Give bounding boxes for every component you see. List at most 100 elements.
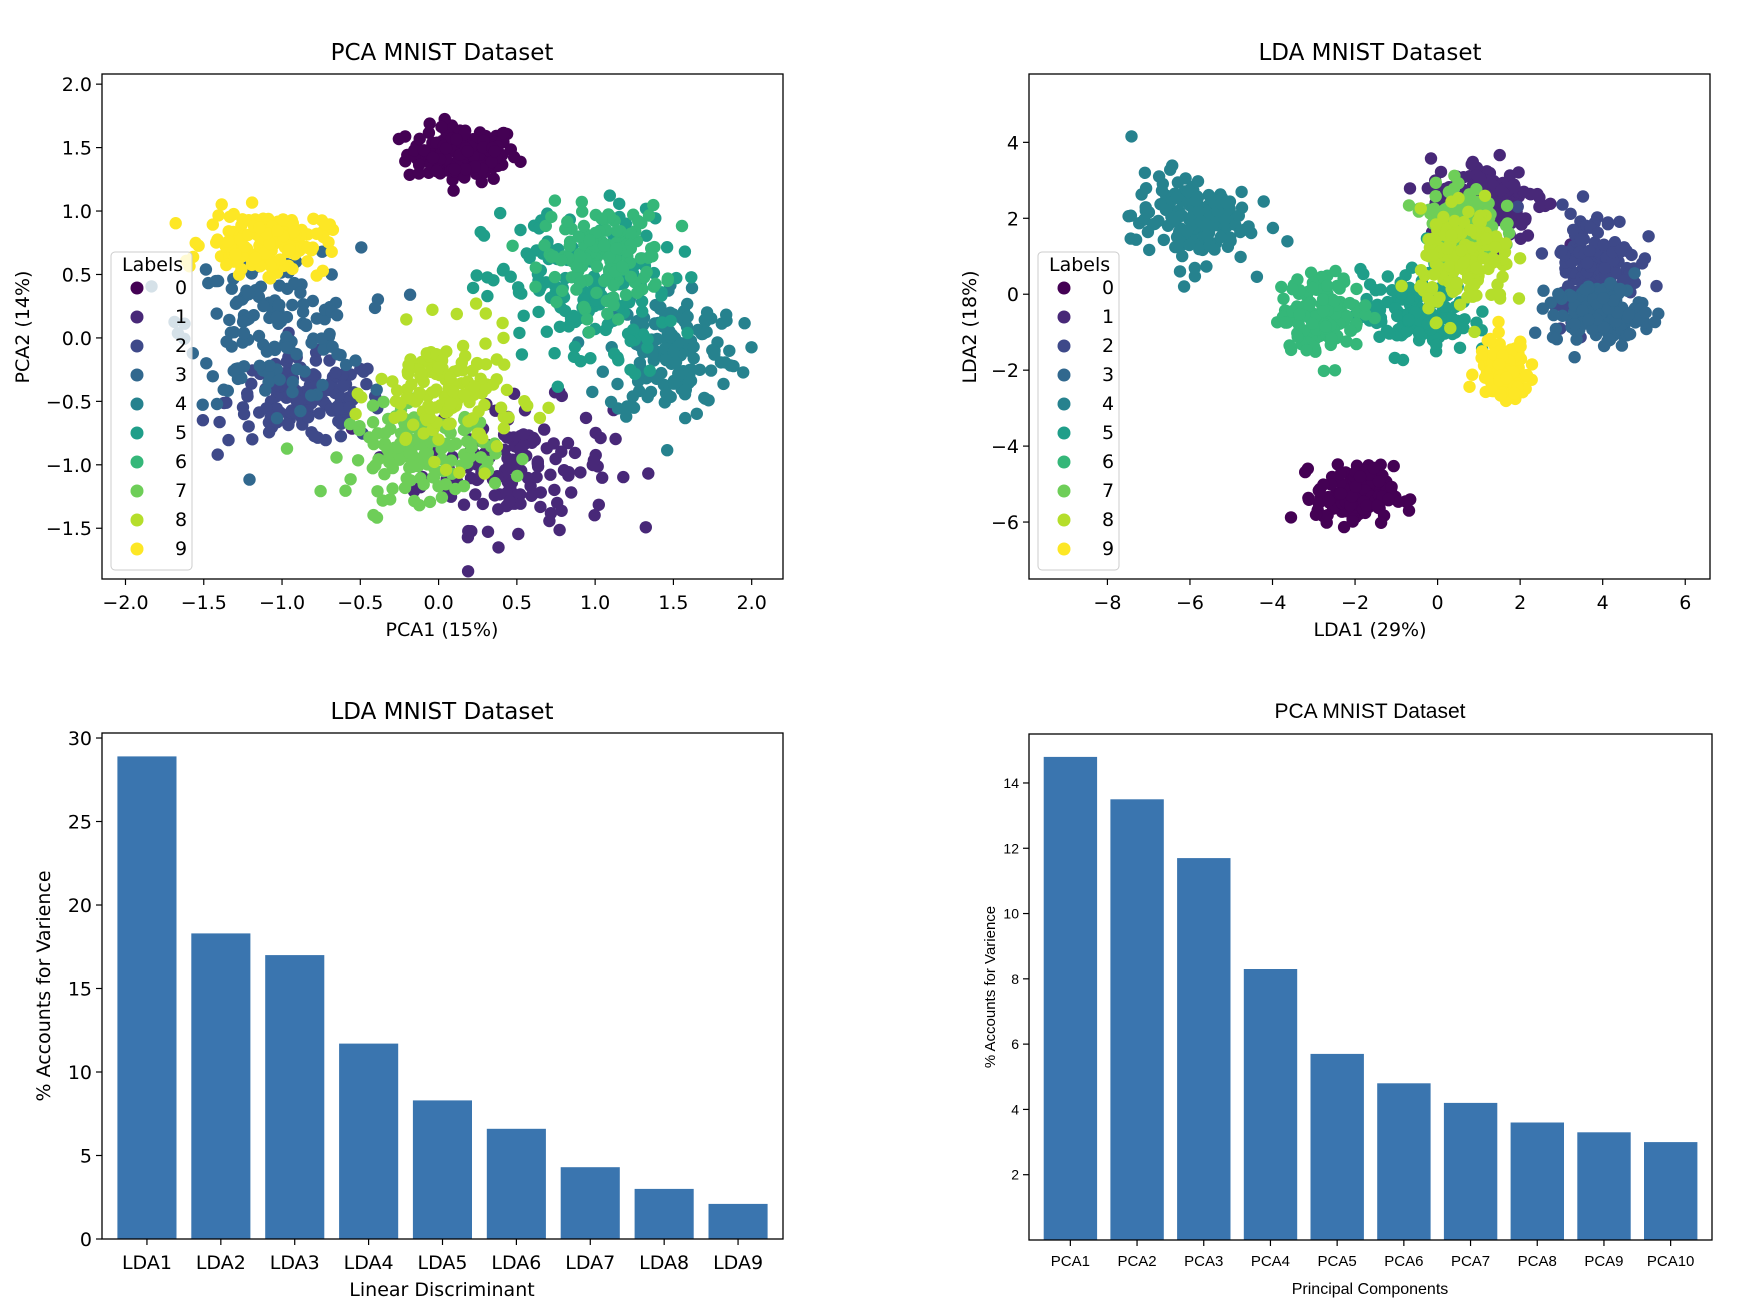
scatter-point-3	[1556, 309, 1569, 322]
scatter-point-3	[355, 241, 368, 254]
scatter-point-3	[316, 378, 329, 392]
x-tick-label: PCA7	[1451, 1253, 1490, 1270]
scatter-point-9	[241, 228, 255, 242]
y-tick-label: 30	[68, 728, 92, 750]
scatter-point-6	[1343, 296, 1357, 310]
scatter-point-6	[632, 214, 645, 228]
scatter-point-8	[1414, 202, 1428, 215]
scatter-point-4	[1177, 280, 1191, 293]
scatter-point-4	[627, 401, 641, 414]
scatter-point-2	[308, 429, 321, 443]
legend-marker-5	[1057, 426, 1071, 440]
scatter-point-2	[1556, 198, 1569, 211]
scatter-point-3	[263, 359, 276, 372]
scatter-point-3	[1568, 351, 1581, 364]
scatter-point-0	[1334, 467, 1348, 481]
scatter-point-3	[257, 299, 270, 313]
scatter-point-8	[1488, 241, 1502, 254]
scatter-point-1	[544, 468, 557, 481]
legend-marker-0	[130, 281, 144, 295]
scatter-point-8	[1433, 291, 1446, 304]
scatter-point-3	[349, 354, 362, 367]
scatter-point-2	[1613, 215, 1626, 228]
scatter-point-9	[1492, 315, 1505, 329]
scatter-point-3	[330, 309, 344, 322]
scatter-point-7	[378, 468, 391, 481]
scatter-point-6	[506, 239, 519, 252]
scatter-point-6	[1317, 304, 1330, 318]
scatter-point-4	[1199, 219, 1213, 232]
scatter-point-5	[624, 363, 637, 376]
scatter-point-2	[242, 420, 255, 433]
scatter-point-7	[1500, 199, 1514, 212]
legend-label-2: 2	[1102, 335, 1114, 357]
legend-label-9: 9	[175, 538, 187, 560]
legend-title: Labels	[1049, 254, 1110, 276]
scatter-point-6	[597, 239, 611, 252]
scatter-point-0	[412, 158, 426, 172]
x-tick-label: 0.0	[423, 592, 453, 614]
scatter-point-3	[270, 310, 284, 324]
scatter-point-8	[432, 361, 445, 374]
scatter-point-2	[270, 402, 283, 415]
x-tick-label: 0	[1432, 592, 1444, 614]
scatter-point-4	[745, 341, 758, 354]
scatter-point-1	[588, 509, 601, 522]
pca-scatter-x-label: PCA1 (15%)	[386, 619, 499, 641]
scatter-point-0	[392, 132, 406, 146]
scatter-point-3	[1615, 339, 1629, 352]
scatter-point-7	[413, 499, 426, 512]
scatter-point-8	[432, 433, 445, 446]
scatter-point-4	[649, 298, 662, 312]
scatter-point-1	[1495, 184, 1508, 197]
x-tick-label: PCA10	[1647, 1253, 1695, 1270]
scatter-point-0	[1349, 480, 1363, 493]
scatter-point-8	[424, 402, 437, 415]
scatter-point-5	[685, 271, 698, 284]
pca-scatter-title: PCA MNIST Dataset	[331, 40, 554, 66]
scatter-point-6	[538, 239, 551, 252]
scatter-point-3	[206, 370, 219, 383]
scatter-point-4	[1234, 225, 1247, 239]
scatter-point-6	[576, 205, 589, 218]
scatter-point-1	[1512, 166, 1525, 179]
scatter-point-6	[572, 230, 585, 243]
scatter-point-3	[253, 359, 266, 372]
scatter-point-5	[1381, 270, 1395, 283]
scatter-point-7	[381, 443, 394, 456]
scatter-point-4	[665, 328, 679, 342]
scatter-point-2	[334, 417, 348, 430]
scatter-point-4	[1200, 260, 1213, 273]
scatter-point-4	[1191, 175, 1205, 188]
scatter-point-6	[1329, 264, 1342, 278]
scatter-point-6	[1321, 279, 1334, 292]
bar-pca4	[1243, 969, 1298, 1240]
scatter-point-8	[1429, 218, 1443, 231]
scatter-point-8	[407, 418, 420, 431]
lda-scatter-y-label: LDA2 (18%)	[959, 270, 981, 383]
scatter-point-5	[643, 364, 656, 377]
scatter-point-7	[417, 478, 430, 491]
x-tick-label: −1.0	[259, 592, 305, 614]
scatter-point-7	[369, 459, 382, 472]
scatter-point-6	[563, 239, 576, 253]
scatter-point-2	[1591, 226, 1605, 239]
scatter-point-6	[583, 326, 596, 339]
legend-label-1: 1	[1102, 306, 1114, 328]
scatter-point-3	[1568, 318, 1581, 331]
scatter-point-9	[215, 198, 228, 211]
scatter-point-7	[371, 485, 384, 498]
scatter-point-4	[1125, 130, 1138, 143]
legend-marker-7	[130, 484, 144, 498]
lda-scatter-y-ticks: 4 2 0 −2 −4 −6	[991, 132, 1029, 534]
scatter-point-0	[468, 160, 481, 173]
scatter-point-9	[235, 263, 248, 276]
scatter-point-8	[498, 358, 511, 371]
scatter-point-0	[507, 150, 521, 164]
scatter-point-5	[660, 241, 674, 254]
bar-lda9	[708, 1203, 768, 1239]
scatter-point-7	[465, 440, 478, 454]
x-tick-label: LDA1	[122, 1252, 172, 1274]
scatter-point-3	[1648, 315, 1662, 329]
scatter-point-8	[497, 331, 510, 345]
